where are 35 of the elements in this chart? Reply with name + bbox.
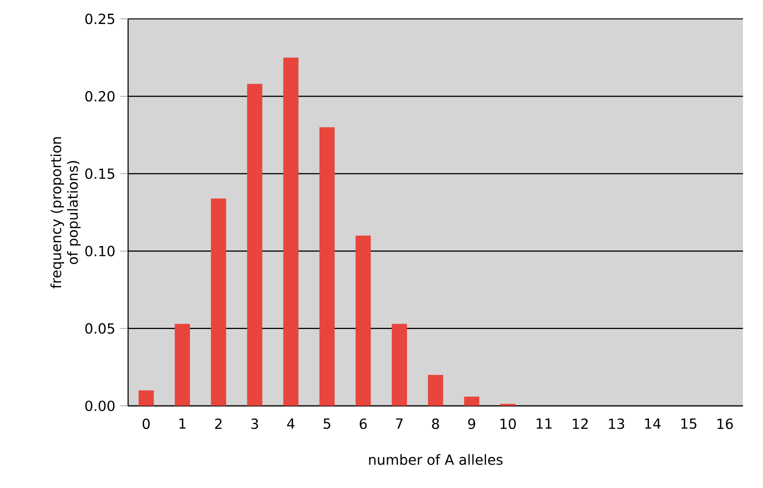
bar [174, 324, 190, 406]
x-tick-label: 9 [468, 418, 476, 430]
x-tick-label: 11 [536, 418, 552, 429]
bar [464, 396, 480, 406]
bar [392, 324, 407, 406]
y-tick-label: 0.10 [85, 246, 115, 256]
x-tick-label: 5 [324, 418, 330, 429]
bar [356, 236, 371, 406]
x-tick-label: 12 [572, 418, 588, 429]
y-tick-label: 0.20 [85, 91, 115, 102]
x-tick-label: 6 [360, 418, 367, 430]
y-tick-label: 0.00 [85, 400, 115, 412]
x-tick-label: 2 [215, 418, 222, 429]
bar [210, 198, 226, 406]
y-axis-title: frequency (proportion of populations) [50, 137, 81, 288]
bar [247, 84, 262, 406]
x-tick-label: 13 [609, 418, 624, 430]
x-axis-title: number of A alleles [369, 454, 503, 465]
x-tick-label: 15 [681, 418, 696, 429]
x-tick-label: 14 [645, 418, 661, 429]
x-tick-label: 10 [500, 418, 516, 430]
x-tick-label: 3 [251, 418, 258, 430]
x-tick-label: 8 [432, 418, 440, 430]
x-tick-label: 1 [179, 418, 186, 429]
y-tick-label: 0.15 [85, 168, 114, 179]
y-tick-label: 0.25 [85, 14, 114, 24]
bar [283, 58, 298, 406]
x-tick-label: 16 [718, 418, 733, 430]
x-tick-label: 7 [396, 418, 403, 429]
bar [319, 127, 335, 406]
bar [428, 374, 444, 406]
y-tick-label: 0.05 [85, 323, 114, 334]
x-tick-label: 0 [142, 418, 150, 430]
bar [138, 390, 154, 406]
x-tick-label: 4 [287, 418, 295, 429]
